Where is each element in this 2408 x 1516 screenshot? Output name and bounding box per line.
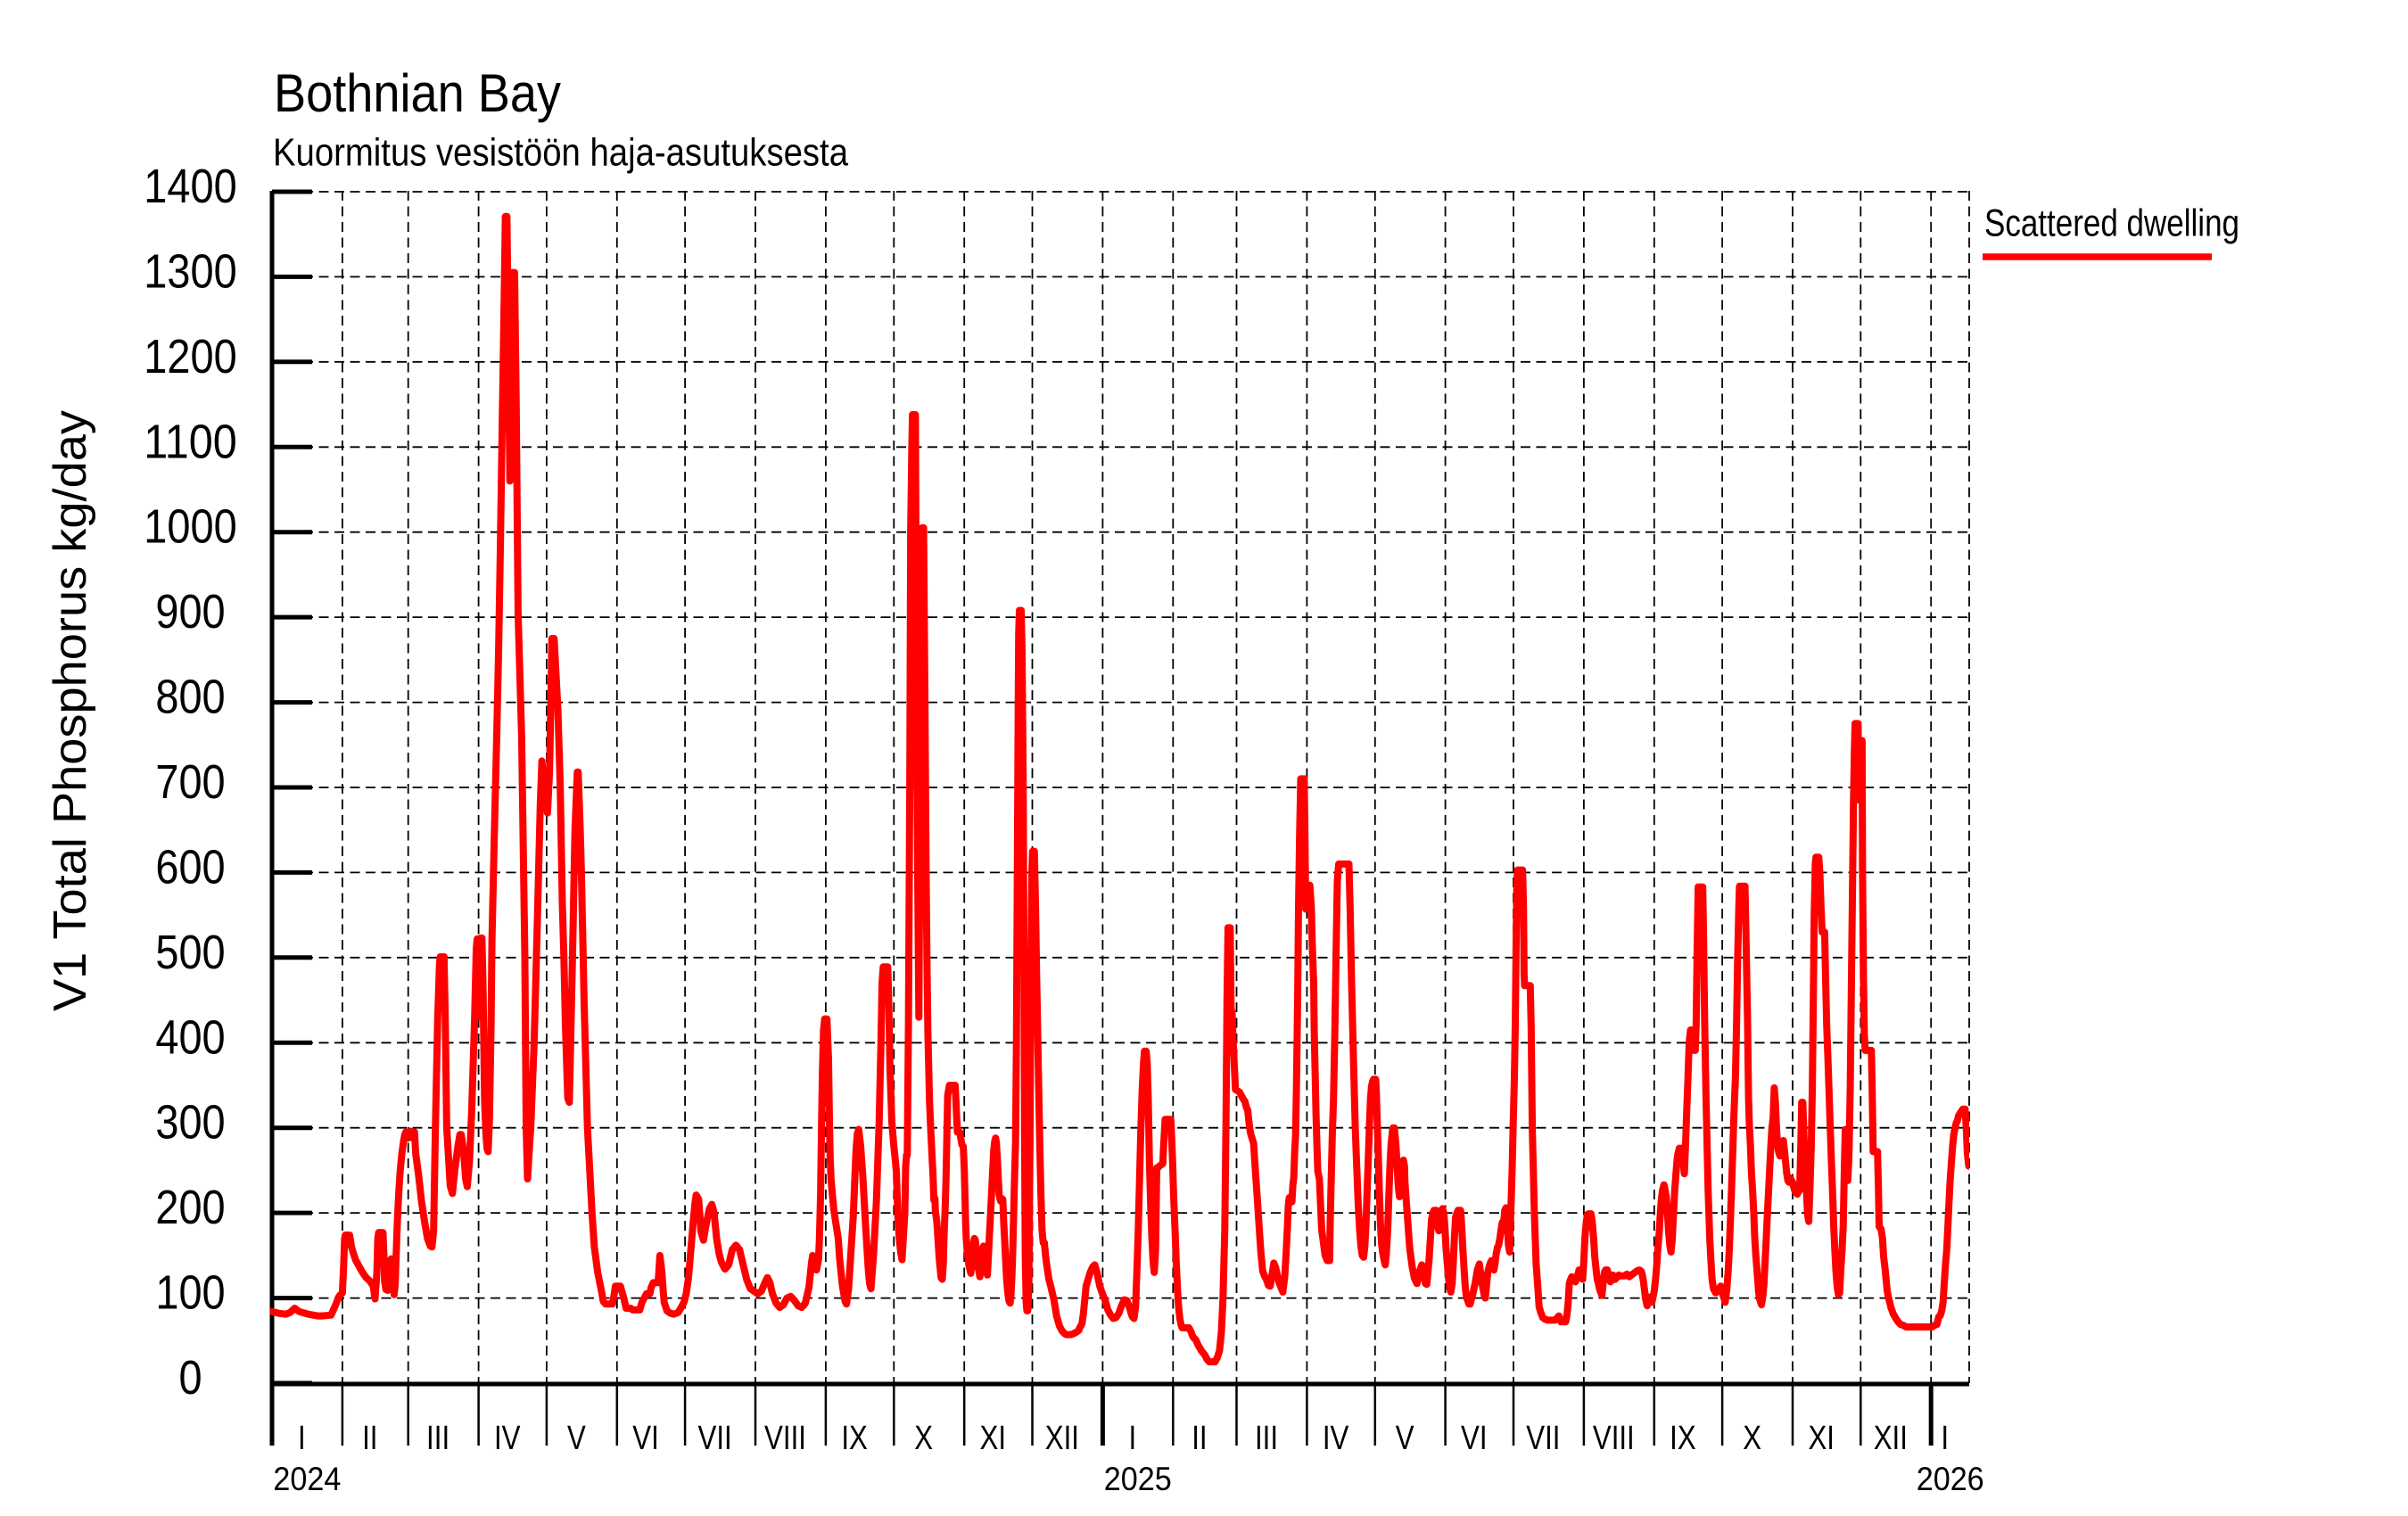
svg-text:800: 800 <box>155 671 225 724</box>
svg-text:0: 0 <box>178 1351 202 1405</box>
svg-text:XII: XII <box>1045 1420 1079 1457</box>
svg-text:VII: VII <box>1526 1420 1560 1457</box>
svg-text:100: 100 <box>155 1266 225 1320</box>
svg-text:300: 300 <box>155 1096 225 1149</box>
svg-text:VII: VII <box>698 1420 732 1457</box>
svg-text:II: II <box>362 1420 377 1457</box>
svg-text:XII: XII <box>1874 1420 1908 1457</box>
svg-text:1100: 1100 <box>144 415 236 468</box>
svg-text:XI: XI <box>980 1420 1007 1457</box>
svg-text:700: 700 <box>155 755 225 809</box>
svg-text:IV: IV <box>494 1420 521 1457</box>
svg-text:1000: 1000 <box>144 500 236 554</box>
svg-text:V1 Total Phosphorus kg/day: V1 Total Phosphorus kg/day <box>45 410 96 1011</box>
svg-text:500: 500 <box>155 926 225 979</box>
svg-text:2025: 2025 <box>1104 1461 1172 1497</box>
svg-text:III: III <box>1255 1420 1278 1457</box>
svg-text:2026: 2026 <box>1917 1461 1984 1497</box>
svg-text:IX: IX <box>841 1420 868 1457</box>
svg-text:VI: VI <box>1461 1420 1488 1457</box>
svg-text:1400: 1400 <box>144 160 236 213</box>
svg-text:IV: IV <box>1323 1420 1349 1457</box>
svg-text:V: V <box>1396 1420 1414 1457</box>
svg-text:200: 200 <box>155 1181 225 1234</box>
svg-text:2024: 2024 <box>273 1461 341 1497</box>
svg-text:400: 400 <box>155 1010 225 1064</box>
svg-text:X: X <box>1743 1420 1761 1457</box>
svg-text:I: I <box>1128 1420 1136 1457</box>
svg-text:Scattered dwelling: Scattered dwelling <box>1984 202 2239 243</box>
svg-text:1200: 1200 <box>144 330 236 383</box>
svg-text:XI: XI <box>1808 1420 1835 1457</box>
svg-text:II: II <box>1192 1420 1207 1457</box>
svg-text:I: I <box>298 1420 306 1457</box>
svg-text:1300: 1300 <box>144 244 236 298</box>
svg-text:VIII: VIII <box>1593 1420 1635 1457</box>
svg-text:600: 600 <box>155 840 225 894</box>
svg-text:Bothnian Bay: Bothnian Bay <box>274 63 561 123</box>
svg-text:IX: IX <box>1670 1420 1696 1457</box>
svg-text:900: 900 <box>155 585 225 639</box>
svg-text:X: X <box>914 1420 933 1457</box>
svg-text:Kuormitus vesistöön haja-asutu: Kuormitus vesistöön haja-asutuksesta <box>273 132 849 175</box>
svg-text:I: I <box>1941 1420 1949 1457</box>
svg-text:VI: VI <box>632 1420 659 1457</box>
svg-text:III: III <box>426 1420 449 1457</box>
svg-text:V: V <box>567 1420 586 1457</box>
svg-text:VIII: VIII <box>764 1420 806 1457</box>
